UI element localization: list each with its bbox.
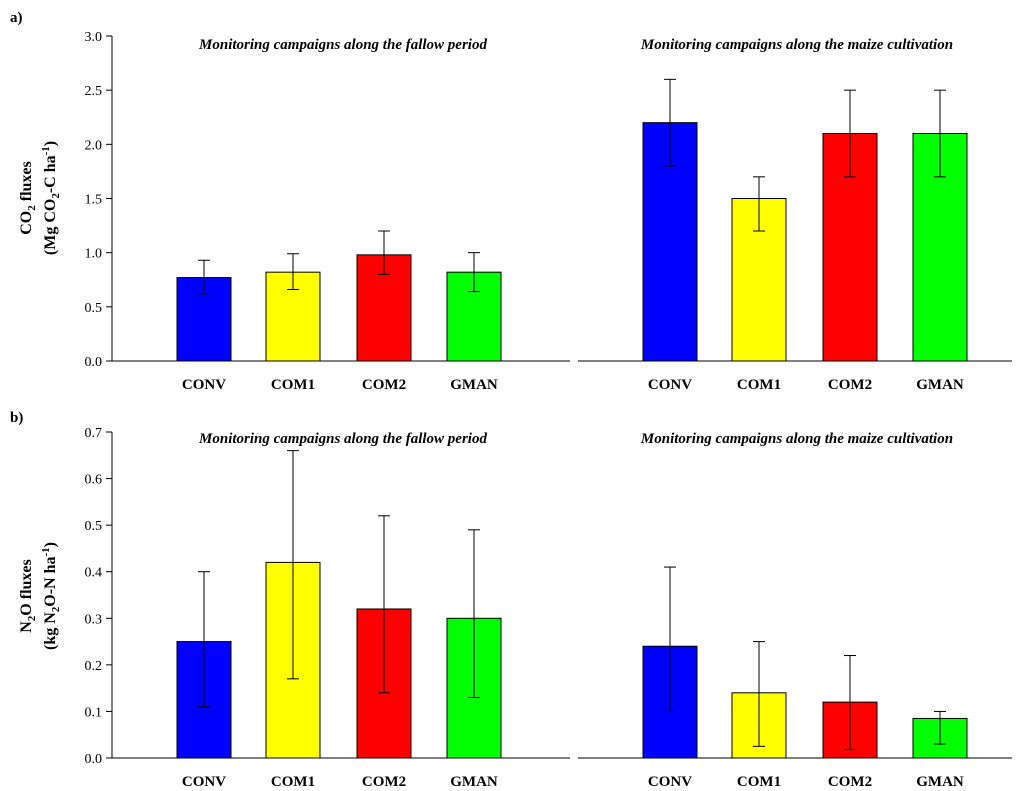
y-tick-label: 0.5: [85, 301, 103, 316]
y-axis-label-b: N2O fluxes (kg N2O-N ha-1): [18, 542, 62, 650]
svg-text:N2O fluxes: N2O fluxes: [18, 559, 38, 633]
x-tick-label: COM2: [828, 377, 872, 393]
chart-3: Monitoring campaigns along the fallow pe…: [85, 426, 570, 790]
y-tick-label: 0.6: [85, 473, 103, 488]
chart-title: Monitoring campaigns along the fallow pe…: [198, 431, 487, 447]
x-tick-label: COM1: [271, 774, 315, 790]
chart-title: Monitoring campaigns along the fallow pe…: [198, 37, 487, 53]
y-tick-label: 2.5: [85, 84, 103, 99]
svg-text:(Mg CO2-C ha-1): (Mg CO2-C ha-1): [40, 141, 62, 255]
chart-2: Monitoring campaigns along the maize cul…: [578, 37, 1012, 393]
x-tick-label: COM2: [362, 377, 406, 393]
x-tick-label: COM1: [737, 377, 781, 393]
y-tick-label: 0.5: [85, 519, 103, 534]
x-tick-label: GMAN: [916, 377, 964, 393]
x-tick-label: GMAN: [450, 377, 498, 393]
x-tick-label: GMAN: [916, 774, 964, 790]
y-tick-label: 0.7: [85, 426, 103, 441]
y-tick-label: 1.5: [85, 193, 103, 208]
chart-title: Monitoring campaigns along the maize cul…: [640, 431, 953, 447]
x-tick-label: CONV: [182, 774, 226, 790]
svg-text:(kg N2O-N ha-1): (kg N2O-N ha-1): [40, 542, 62, 650]
y-tick-label: 0.4: [85, 566, 103, 581]
y-tick-label: 0.1: [85, 705, 103, 720]
x-tick-label: CONV: [182, 377, 226, 393]
chart-title: Monitoring campaigns along the maize cul…: [640, 37, 953, 53]
panel-b-label: b): [10, 410, 23, 426]
x-tick-label: GMAN: [450, 774, 498, 790]
y-tick-label: 2.0: [85, 138, 103, 153]
y-tick-label: 1.0: [85, 247, 103, 262]
x-tick-label: COM2: [828, 774, 872, 790]
y-tick-label: 0.3: [85, 612, 103, 627]
x-tick-label: COM2: [362, 774, 406, 790]
panel-a-label: a): [10, 10, 23, 26]
chart-1: Monitoring campaigns along the fallow pe…: [85, 30, 570, 393]
x-tick-label: COM1: [737, 774, 781, 790]
svg-text:CO2 fluxes: CO2 fluxes: [18, 161, 38, 235]
y-axis-label-a: CO2 fluxes (Mg CO2-C ha-1): [18, 141, 62, 255]
y-tick-label: 0.0: [85, 355, 103, 370]
x-tick-label: CONV: [648, 774, 692, 790]
y-tick-label: 0.2: [85, 659, 103, 674]
charts-container: Monitoring campaigns along the fallow pe…: [85, 30, 1012, 790]
chart-4: Monitoring campaigns along the maize cul…: [578, 431, 1012, 790]
x-tick-label: COM1: [271, 377, 315, 393]
y-tick-label: 3.0: [85, 30, 103, 45]
y-tick-label: 0.0: [85, 752, 103, 767]
x-tick-label: CONV: [648, 377, 692, 393]
